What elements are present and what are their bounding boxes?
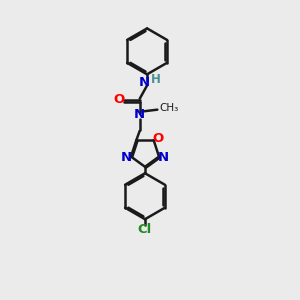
Text: H: H xyxy=(151,73,161,86)
Text: O: O xyxy=(152,132,164,145)
Text: N: N xyxy=(121,151,132,164)
Text: N: N xyxy=(134,109,145,122)
Text: CH₃: CH₃ xyxy=(159,103,178,113)
Text: Cl: Cl xyxy=(138,223,152,236)
Text: O: O xyxy=(113,93,125,106)
Text: N: N xyxy=(158,151,169,164)
Text: N: N xyxy=(139,76,150,89)
